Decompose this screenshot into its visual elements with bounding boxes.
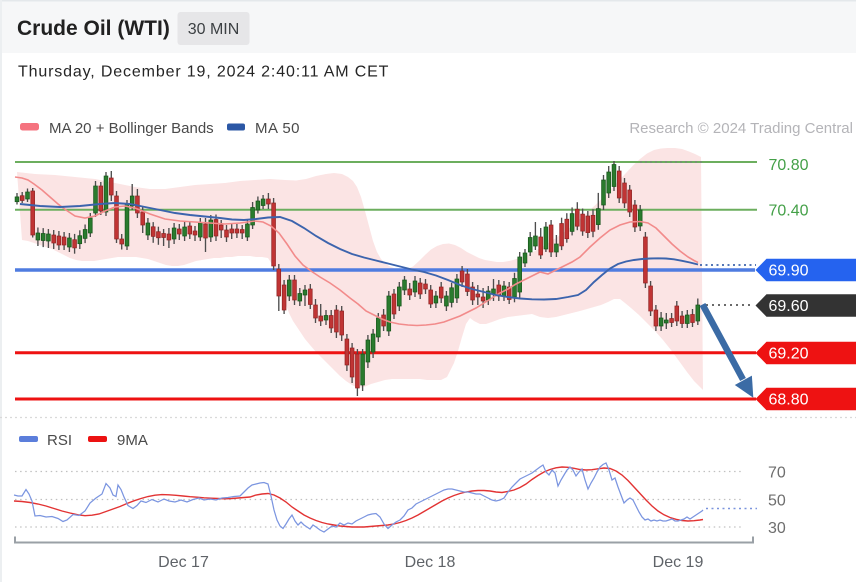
svg-text:9MA: 9MA: [117, 432, 148, 449]
svg-text:Crude Oil (WTI): Crude Oil (WTI): [17, 17, 170, 40]
svg-text:50: 50: [768, 493, 786, 510]
svg-text:69.60: 69.60: [769, 298, 809, 315]
svg-text:68.80: 68.80: [769, 392, 809, 409]
svg-text:Thursday, December 19, 2024 2:: Thursday, December 19, 2024 2:40:11 AM C…: [18, 64, 389, 81]
svg-text:RSI: RSI: [47, 432, 72, 449]
svg-text:MA 50: MA 50: [255, 120, 300, 137]
svg-text:30 MIN: 30 MIN: [188, 21, 240, 38]
svg-text:Dec 19: Dec 19: [653, 554, 704, 571]
svg-text:69.20: 69.20: [769, 346, 809, 363]
svg-text:Dec 18: Dec 18: [405, 554, 456, 571]
svg-text:70.80: 70.80: [769, 157, 809, 174]
svg-text:MA 20 + Bollinger Bands: MA 20 + Bollinger Bands: [49, 120, 214, 137]
svg-text:Research © 2024 Trading Centra: Research © 2024 Trading Central: [629, 120, 853, 137]
svg-text:70.40: 70.40: [769, 203, 809, 220]
svg-text:70: 70: [768, 465, 786, 482]
svg-text:30: 30: [768, 520, 786, 537]
svg-text:Dec 17: Dec 17: [158, 554, 209, 571]
svg-text:69.90: 69.90: [769, 263, 809, 280]
